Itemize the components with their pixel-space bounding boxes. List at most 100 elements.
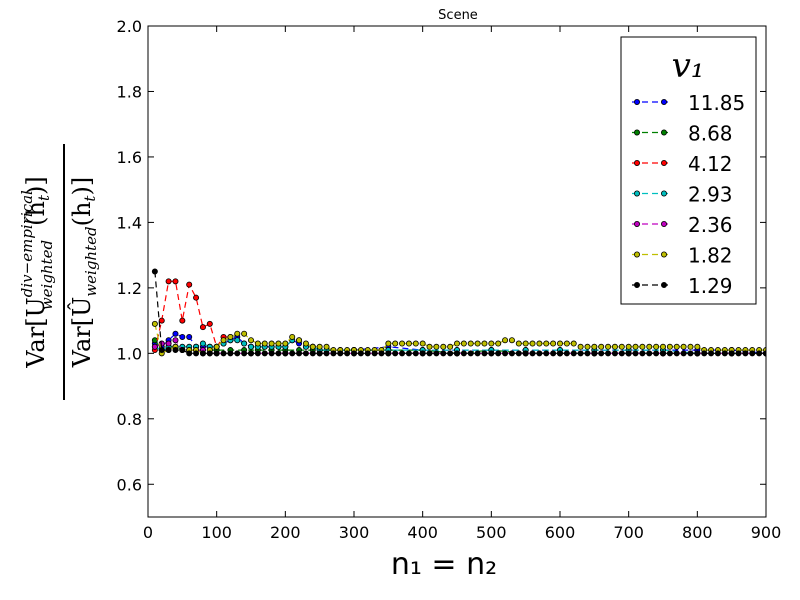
data-point	[419, 340, 426, 347]
legend-marker	[634, 190, 641, 197]
data-point	[151, 320, 158, 327]
data-point	[247, 350, 254, 357]
data-point	[309, 343, 316, 350]
data-point	[316, 350, 323, 357]
data-point	[213, 343, 220, 350]
data-point	[199, 340, 206, 347]
data-point	[453, 350, 460, 357]
data-point	[721, 350, 728, 357]
data-point	[426, 350, 433, 357]
data-point	[186, 281, 193, 288]
data-point	[186, 350, 193, 357]
data-point	[165, 347, 172, 354]
data-point	[502, 350, 509, 357]
y-tick-label: 0.8	[117, 410, 142, 429]
data-point	[268, 340, 275, 347]
legend-marker	[634, 159, 641, 166]
data-point	[611, 343, 618, 350]
data-point	[495, 340, 502, 347]
data-point	[653, 343, 660, 350]
data-point	[247, 337, 254, 344]
data-point	[399, 350, 406, 357]
data-point	[254, 350, 261, 357]
data-point	[536, 340, 543, 347]
data-point	[508, 350, 515, 357]
data-point	[199, 350, 206, 357]
data-point	[399, 340, 406, 347]
data-point	[728, 350, 735, 357]
data-point	[598, 350, 605, 357]
data-point	[268, 350, 275, 357]
data-point	[275, 350, 282, 357]
legend-marker	[634, 281, 641, 288]
legend: v₁ 11.85 8.68 4.12 2.93 2.36 1.82 1.29	[620, 36, 757, 305]
data-point	[543, 350, 550, 357]
y-tick-label: 2.0	[117, 17, 142, 36]
data-point	[474, 340, 481, 347]
data-point	[392, 340, 399, 347]
data-point	[323, 343, 330, 350]
data-point	[605, 343, 612, 350]
legend-title: v₁	[672, 46, 705, 86]
data-point	[550, 340, 557, 347]
data-point	[234, 337, 241, 344]
data-point	[687, 350, 694, 357]
data-point	[419, 350, 426, 357]
y-axis-label-denominator: Var[Ûweighted(ht)]	[67, 177, 100, 368]
data-point	[639, 350, 646, 357]
data-point	[447, 350, 454, 357]
data-point	[742, 350, 749, 357]
data-point	[660, 343, 667, 350]
data-point	[172, 337, 179, 344]
data-point	[570, 340, 577, 347]
data-point	[227, 333, 234, 340]
legend-label: 8.68	[688, 122, 733, 146]
x-tick-label: 600	[545, 523, 576, 542]
data-point	[467, 350, 474, 357]
series-1.82	[151, 320, 766, 357]
series-line	[154, 323, 766, 355]
data-point	[584, 343, 591, 350]
data-point	[364, 350, 371, 357]
x-tick-label: 500	[476, 523, 507, 542]
data-point	[179, 347, 186, 354]
data-point	[186, 333, 193, 340]
data-point	[220, 337, 227, 344]
data-point	[405, 350, 412, 357]
data-point	[591, 343, 598, 350]
data-point	[502, 337, 509, 344]
data-point	[165, 340, 172, 347]
data-point	[323, 350, 330, 357]
data-point	[282, 350, 289, 357]
data-point	[543, 340, 550, 347]
data-point	[172, 347, 179, 354]
legend-entry: 1.82	[632, 244, 733, 268]
data-point	[701, 350, 708, 357]
y-tick-label: 1.8	[117, 82, 142, 101]
data-point	[206, 350, 213, 357]
data-point	[515, 350, 522, 357]
series-layer	[151, 268, 766, 357]
legend-entry: 4.12	[632, 152, 733, 176]
data-point	[694, 350, 701, 357]
data-point	[302, 350, 309, 357]
data-point	[557, 340, 564, 347]
data-point	[666, 350, 673, 357]
y-tick-label: 1.4	[117, 213, 142, 232]
data-point	[241, 350, 248, 357]
data-point	[165, 278, 172, 285]
data-point	[316, 343, 323, 350]
legend-label: 2.93	[688, 183, 733, 207]
data-point	[213, 350, 220, 357]
data-point	[714, 350, 721, 357]
data-point	[220, 350, 227, 357]
data-point	[405, 340, 412, 347]
legend-marker	[634, 251, 641, 258]
x-tick-label: 700	[613, 523, 644, 542]
data-point	[344, 350, 351, 357]
data-point	[522, 350, 529, 357]
data-point	[275, 340, 282, 347]
legend-entry: 8.68	[632, 122, 733, 146]
legend-marker	[634, 99, 641, 106]
legend-marker	[661, 129, 668, 136]
